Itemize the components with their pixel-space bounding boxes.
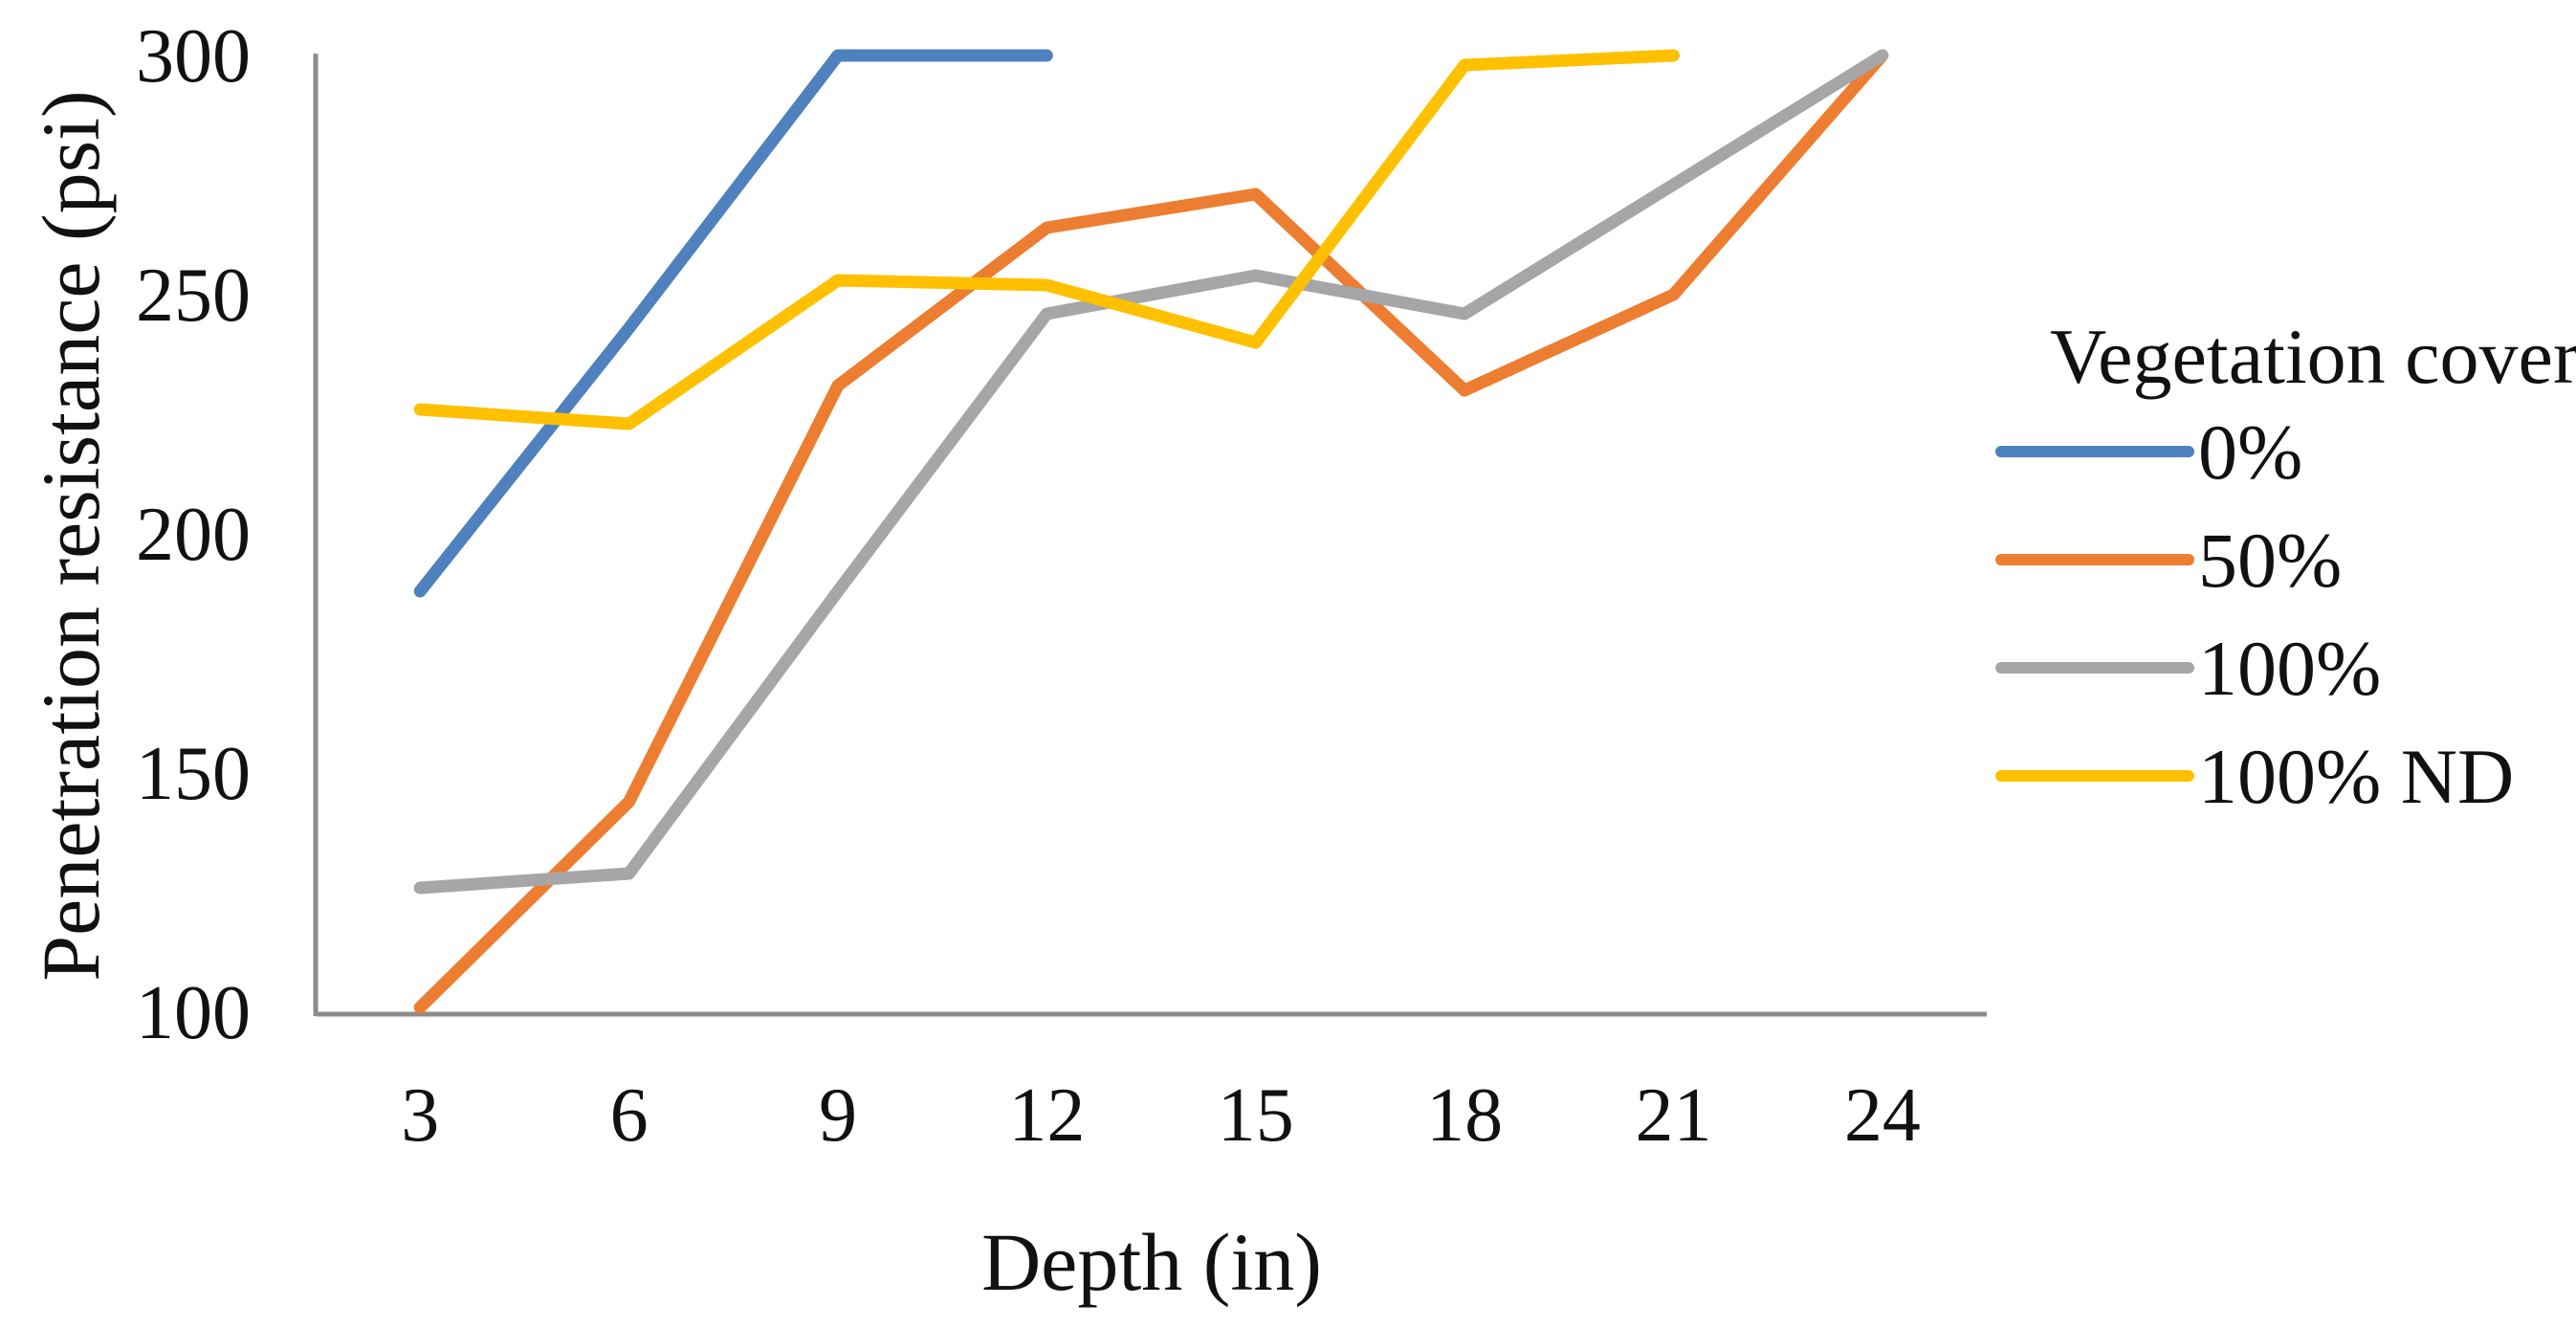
legend-label-0-: 0%: [2198, 409, 2302, 496]
x-tick-label-21: 21: [1635, 1073, 1711, 1158]
x-tick-label-15: 15: [1218, 1073, 1294, 1158]
y-axis-title: Penetration resistance (psi): [25, 90, 117, 981]
y-tick-label-150: 150: [136, 732, 251, 816]
x-tick-label-12: 12: [1008, 1073, 1085, 1158]
x-tick-label-18: 18: [1426, 1073, 1503, 1158]
legend-item-50-: 50%: [1995, 517, 2342, 604]
legend-item-100-nd: 100% ND: [1995, 733, 2514, 820]
legend-item-100-: 100%: [1995, 625, 2381, 712]
legend-label-50-: 50%: [2198, 517, 2342, 604]
legend: Vegetation cover 0% 50% 100% 100% ND: [1995, 313, 2576, 820]
y-tick-label-200: 200: [136, 493, 251, 577]
legend-label-100-nd: 100% ND: [2198, 733, 2514, 820]
y-tick-label-250: 250: [136, 254, 251, 338]
x-tick-label-9: 9: [819, 1073, 857, 1158]
x-axis-tick-labels: 3 6 9 12 15 18 21 24: [401, 1073, 1921, 1158]
x-tick-label-6: 6: [610, 1073, 649, 1158]
x-tick-label-24: 24: [1844, 1073, 1921, 1158]
series-lines: [413, 49, 1889, 1014]
x-axis-title: Depth (in): [981, 1216, 1322, 1308]
series-line-100-nd: [413, 49, 1680, 431]
legend-item-0-: 0%: [1995, 409, 2302, 496]
series-line-50-: [413, 49, 1889, 1014]
x-tick-label-3: 3: [401, 1073, 439, 1158]
series-line-0-: [413, 49, 1053, 598]
y-axis-tick-labels: 300 250 200 150 100: [136, 14, 251, 1055]
y-tick-label-300: 300: [136, 14, 251, 99]
y-tick-label-100: 100: [136, 971, 251, 1055]
legend-title: Vegetation cover: [2050, 313, 2576, 400]
legend-items: 0% 50% 100% 100% ND: [1995, 409, 2514, 820]
series-line-100-: [413, 49, 1889, 895]
legend-label-100-: 100%: [2198, 625, 2381, 712]
